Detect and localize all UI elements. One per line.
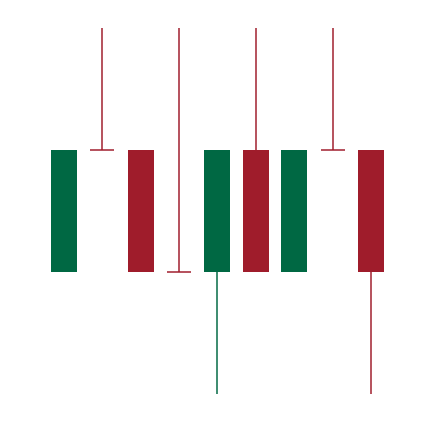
candle-body — [128, 150, 154, 272]
candle-body — [51, 150, 77, 272]
candle-body — [281, 150, 307, 272]
candle-body — [204, 150, 230, 272]
candle-body — [358, 150, 384, 272]
candle-body — [243, 150, 269, 272]
